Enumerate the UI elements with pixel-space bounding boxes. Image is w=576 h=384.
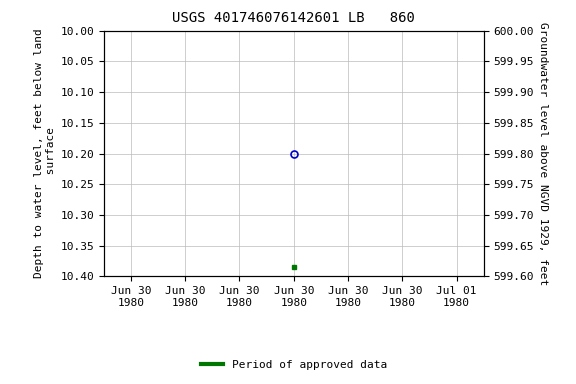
Title: USGS 401746076142601 LB   860: USGS 401746076142601 LB 860	[172, 12, 415, 25]
Y-axis label: Groundwater level above NGVD 1929, feet: Groundwater level above NGVD 1929, feet	[538, 22, 548, 285]
Legend: Period of approved data: Period of approved data	[196, 355, 391, 374]
Y-axis label: Depth to water level, feet below land
 surface: Depth to water level, feet below land su…	[35, 29, 56, 278]
